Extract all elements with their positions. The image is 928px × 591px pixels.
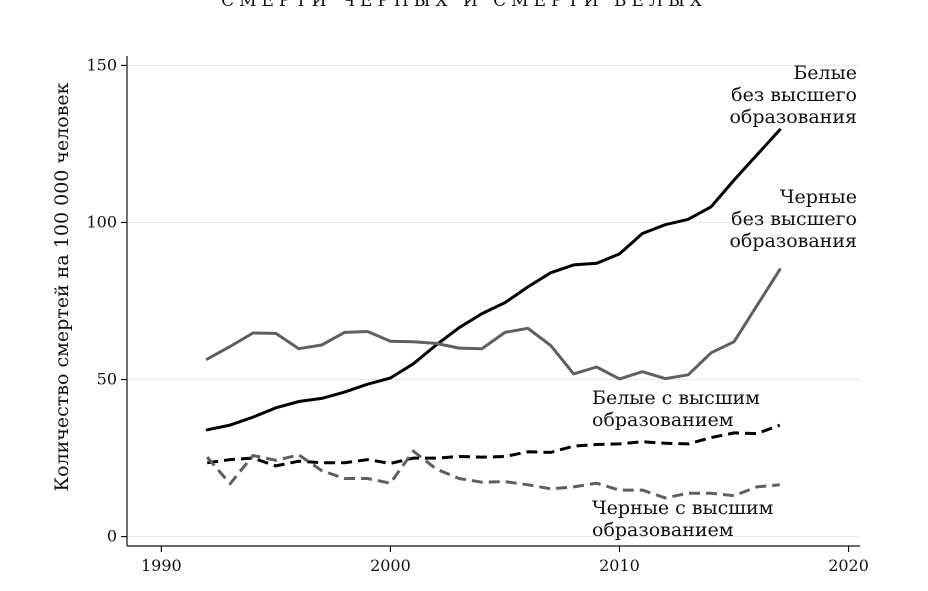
x-tick-label: 2000: [370, 556, 411, 575]
annotation-black-degree: Черные с высшим образованием: [592, 497, 774, 541]
y-axis-title: Количество смертей на 100 000 человек: [51, 82, 73, 491]
chart-title: СМЕРТИ ЧЕРНЫХ И СМЕРТИ БЕЛЫХ: [221, 0, 707, 11]
axis-layer: 0 50 100 150 1990 2000 2010 2020: [86, 55, 868, 575]
grid-layer: [127, 64, 860, 538]
y-tick-label: 0: [107, 527, 117, 546]
annotation-white-degree: Белые с высшим образованием: [592, 387, 760, 431]
annotation-black-no-degree: Черные без высшего образования: [729, 186, 857, 252]
annotation-line: Белые с высшим: [592, 387, 760, 409]
annotation-line: без высшего: [731, 208, 857, 230]
white-no-degree-line: [205, 128, 782, 432]
y-tick-label: 100: [86, 212, 117, 231]
annotation-line: без высшего: [731, 84, 857, 106]
x-tick-label: 2010: [599, 556, 640, 575]
annotation-line: Белые: [793, 62, 857, 84]
black-degree-line: [206, 449, 780, 500]
black-no-degree-line: [205, 268, 782, 381]
annotation-line: Черные: [780, 186, 857, 208]
x-tick-label: 2020: [828, 556, 869, 575]
annotation-white-no-degree: Белые без высшего образования: [729, 62, 857, 128]
annotation-line: образованием: [592, 409, 734, 431]
annotation-line: Черные с высшим: [592, 497, 774, 519]
annotation-line: образования: [729, 230, 857, 252]
annotation-line: образования: [729, 106, 857, 128]
y-tick-label: 50: [97, 370, 117, 389]
white-degree-line: [206, 423, 781, 468]
y-tick-label: 150: [86, 55, 117, 74]
x-tick-label: 1990: [141, 556, 182, 575]
annotation-line: образованием: [592, 519, 734, 541]
series-layer: [205, 128, 782, 500]
